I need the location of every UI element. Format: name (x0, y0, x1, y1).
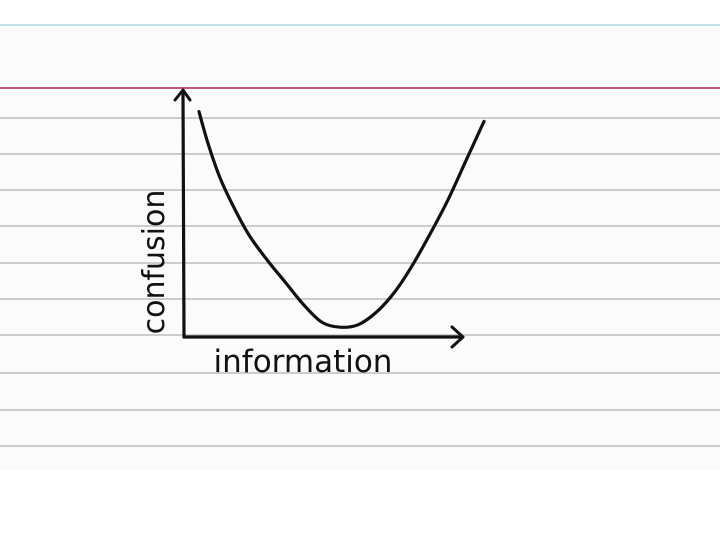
x-axis-arrow (450, 325, 465, 349)
index-card (0, 24, 720, 470)
card-top-edge (0, 24, 720, 26)
ruled-lines (0, 117, 720, 447)
y-axis (181, 90, 186, 339)
axes (173, 88, 465, 349)
y-axis-arrow (173, 88, 192, 102)
y-axis-label: confusion (137, 190, 172, 335)
x-axis-label: information (214, 344, 393, 380)
series-line-u-curve (197, 110, 486, 329)
